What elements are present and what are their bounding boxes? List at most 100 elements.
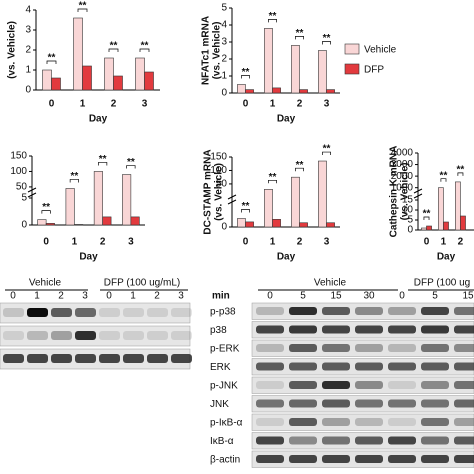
y-tick-label: 150 — [210, 152, 227, 163]
lane-label: 5 — [432, 291, 438, 302]
x-tick-label: 3 — [324, 99, 330, 110]
group-label: DFP (100 ug/mL) — [104, 278, 181, 289]
blot-band — [454, 344, 474, 352]
blot-band — [27, 354, 48, 363]
y-axis-label: Cathepsin K mRNA — [389, 146, 400, 238]
blot-band — [355, 325, 383, 334]
bar — [122, 174, 132, 226]
bar — [443, 221, 449, 231]
blot-band — [454, 325, 474, 334]
blot-band — [388, 344, 416, 352]
blot-band — [355, 344, 383, 352]
significance: ** — [423, 209, 431, 220]
bar — [113, 75, 123, 91]
significance-bracket — [440, 178, 447, 182]
bar — [318, 160, 327, 228]
bar — [135, 57, 145, 91]
lane-label: 3 — [178, 291, 184, 302]
lane-label: 15 — [330, 291, 342, 302]
x-tick-label: 1 — [80, 99, 86, 110]
bar — [245, 89, 254, 94]
bar — [426, 225, 432, 231]
blot-band — [75, 308, 96, 317]
significance-bracket — [98, 162, 108, 166]
bar — [93, 171, 103, 226]
blot-band — [388, 436, 416, 445]
significance: ** — [42, 202, 50, 213]
x-tick-label: 0 — [243, 237, 249, 248]
significance: ** — [127, 157, 135, 168]
blot-band — [3, 331, 24, 340]
blot-band — [147, 331, 168, 340]
bar — [264, 28, 273, 94]
bar — [37, 219, 47, 226]
y-axis-label: (vs. Vehicle) — [214, 163, 225, 221]
blot-band — [355, 362, 383, 371]
bar — [237, 218, 246, 228]
y-tick-label: 2 — [221, 54, 227, 65]
axis-break — [413, 188, 423, 199]
row-label: p-JNK — [210, 381, 238, 392]
blot-band — [355, 436, 383, 445]
blot-band — [289, 307, 317, 315]
group-label: Vehicle — [29, 278, 62, 289]
bar — [460, 215, 466, 231]
legend-label: Vehicle — [364, 45, 397, 56]
y-tick-label: 5 — [407, 215, 413, 226]
blot-band — [421, 325, 449, 334]
significance-bracket — [46, 60, 57, 64]
blot-band — [289, 399, 317, 408]
row-label: JNK — [210, 399, 229, 410]
blot-band — [289, 381, 317, 389]
lane-label: 5 — [300, 291, 306, 302]
blot-band — [355, 399, 383, 408]
bar — [130, 216, 140, 226]
significance-bracket — [126, 165, 136, 169]
blot-band — [388, 362, 416, 371]
blot-band — [256, 344, 284, 352]
blot-band — [388, 381, 416, 389]
blot-band — [51, 308, 72, 317]
x-axis-label: Day — [89, 114, 108, 125]
blot-band — [123, 331, 144, 340]
legend-swatch — [344, 63, 360, 75]
row-label: ERK — [210, 362, 231, 373]
bar — [326, 222, 335, 228]
bar — [73, 17, 83, 91]
legend-label: DFP — [364, 65, 384, 76]
blot-band — [256, 436, 284, 445]
x-tick-label: 2 — [297, 99, 303, 110]
significance-bracket — [322, 151, 331, 156]
x-tick-label: 2 — [297, 237, 303, 248]
y-tick-label: 0 — [407, 225, 413, 236]
row-label: p-p38 — [210, 307, 236, 318]
significance-bracket — [423, 216, 430, 220]
y-axis-label: (vs. Vehicle) — [400, 163, 411, 221]
group-label: Vehicle — [314, 278, 347, 289]
blot-band — [27, 308, 48, 317]
significance-bracket — [69, 179, 79, 183]
blot-band — [454, 455, 474, 463]
bar — [237, 84, 246, 94]
x-tick-label: 0 — [49, 99, 55, 110]
blot-band — [3, 354, 24, 363]
lane-label: 0 — [399, 291, 405, 302]
blot-band — [322, 307, 350, 315]
blot-band — [75, 331, 96, 340]
blot-band — [421, 307, 449, 315]
blot-band — [421, 436, 449, 445]
x-axis-label: Day — [277, 252, 296, 263]
row-label: β-actin — [210, 455, 240, 466]
y-tick-label: 2 — [25, 45, 31, 56]
blot-band — [289, 436, 317, 445]
blot-band — [3, 308, 24, 317]
y-tick-label: 150 — [10, 151, 27, 162]
y-tick-label: 3 — [221, 37, 227, 48]
bar — [65, 188, 75, 226]
bar — [82, 65, 92, 91]
blot-band — [256, 455, 284, 463]
blot-band — [147, 354, 168, 363]
y-tick-label: 2000 — [391, 171, 414, 182]
y-tick-label: 1 — [25, 65, 31, 76]
blot-band — [454, 399, 474, 408]
